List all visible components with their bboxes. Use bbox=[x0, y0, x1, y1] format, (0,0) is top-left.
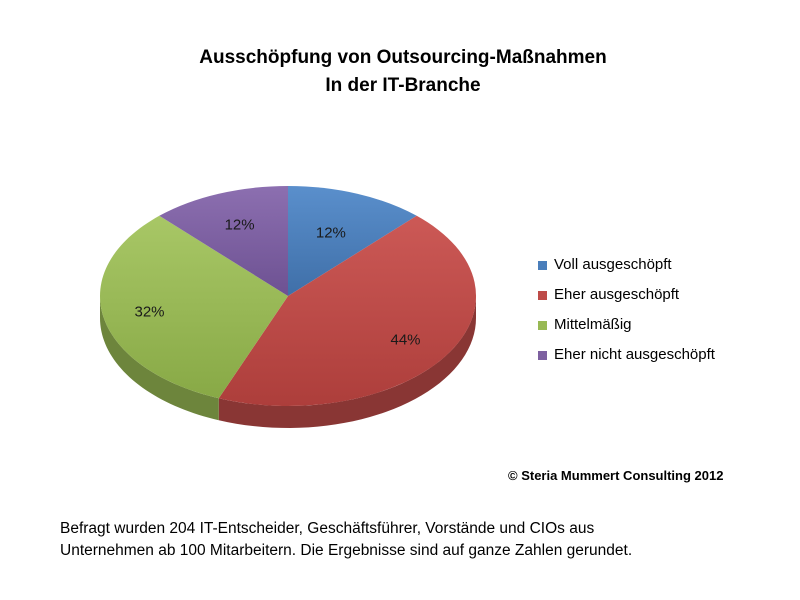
legend-swatch bbox=[538, 290, 547, 300]
legend-swatch bbox=[538, 260, 547, 270]
pie-side-mittel bbox=[100, 296, 219, 421]
pie-slices bbox=[99, 186, 477, 407]
legend-swatch bbox=[538, 320, 547, 330]
legend-item-voll: Voll ausgeschöpft bbox=[538, 250, 715, 280]
chart-title-line-1: Ausschöpfung von Outsourcing-Maßnahmen bbox=[199, 47, 607, 68]
data-label-eher-nicht: 12% bbox=[225, 216, 255, 233]
pie-slice-voll bbox=[288, 186, 417, 296]
legend-label: Eher nicht ausgeschöpft bbox=[554, 346, 715, 363]
data-label-voll: 12% bbox=[316, 225, 346, 242]
legend-label: Mittelmäßig bbox=[554, 316, 632, 333]
chart-title-line-2: In der IT-Branche bbox=[325, 75, 481, 96]
pie-slice-eher bbox=[218, 215, 477, 407]
footnote-line-2: Unternehmen ab 100 Mitarbeitern. Die Erg… bbox=[60, 542, 633, 559]
legend-label: Voll ausgeschöpft bbox=[554, 256, 672, 273]
legend-item-eher: Eher ausgeschöpft bbox=[538, 280, 715, 310]
footnote-line-1: Befragt wurden 204 IT-Entscheider, Gesch… bbox=[60, 520, 595, 537]
legend: Voll ausgeschöpft Eher ausgeschöpft Mitt… bbox=[538, 250, 715, 370]
pie-side-eher bbox=[218, 296, 477, 428]
legend-item-eher-nicht: Eher nicht ausgeschöpft bbox=[538, 340, 715, 370]
source-credit: © Steria Mummert Consulting 2012 bbox=[508, 468, 724, 483]
pie-slice-eher-nicht bbox=[159, 186, 288, 296]
chart-title: Ausschöpfung von Outsourcing-Maßnahmen I… bbox=[0, 44, 800, 100]
pie-sides bbox=[100, 296, 477, 428]
pie-data-labels: 12% 44% 32% 12% bbox=[134, 216, 420, 348]
data-label-eher: 44% bbox=[390, 332, 420, 349]
legend-swatch bbox=[538, 350, 547, 360]
legend-label: Eher ausgeschöpft bbox=[554, 286, 680, 303]
pie-slice-mittel bbox=[99, 215, 289, 399]
legend-item-mittel: Mittelmäßig bbox=[538, 310, 715, 340]
footnote: Befragt wurden 204 IT-Entscheider, Gesch… bbox=[60, 518, 760, 562]
data-label-mittel: 32% bbox=[134, 304, 164, 321]
